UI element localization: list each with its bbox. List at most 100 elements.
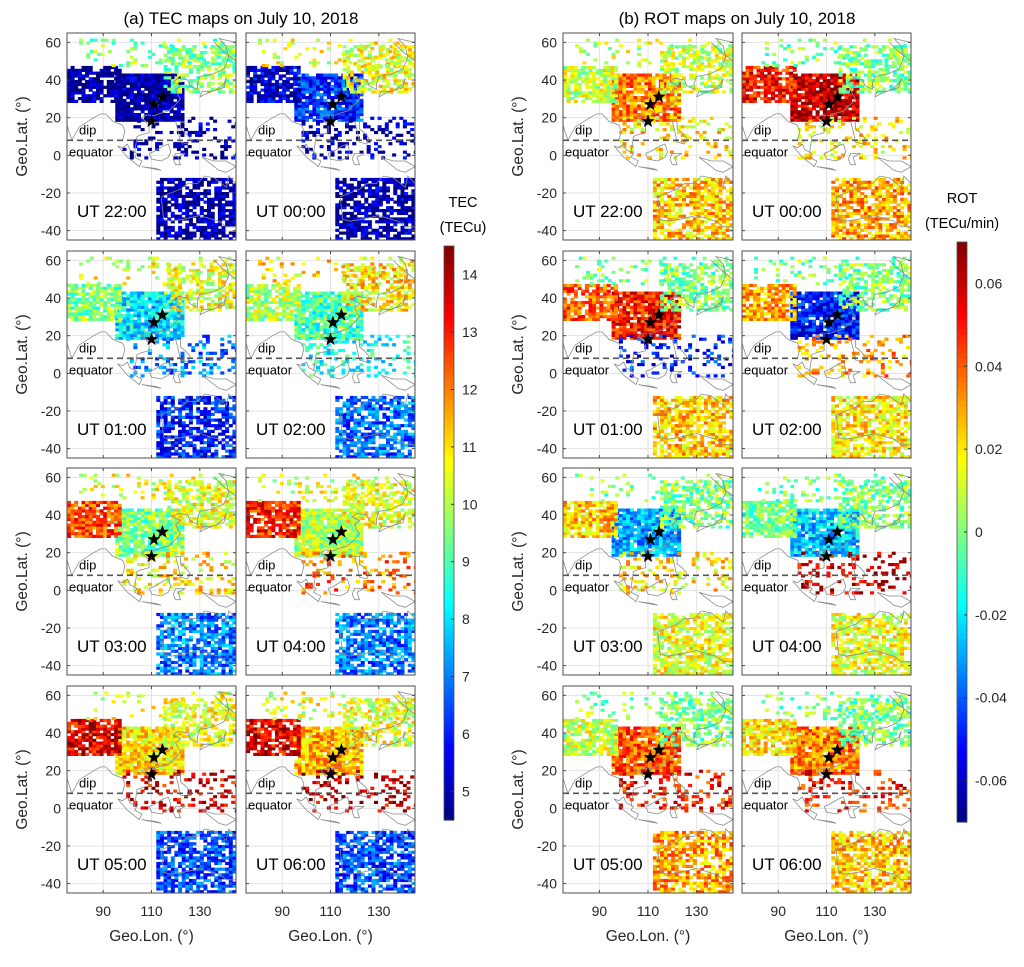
data-cell	[349, 297, 354, 301]
data-cell	[371, 283, 376, 287]
data-cell	[367, 186, 372, 190]
data-cell	[129, 322, 134, 326]
data-cell	[282, 68, 287, 72]
data-cell	[85, 283, 90, 288]
data-cell	[137, 84, 141, 88]
data-cell	[364, 211, 369, 215]
data-cell	[407, 228, 412, 232]
data-cell	[301, 79, 306, 83]
data-cell	[181, 76, 186, 80]
coastline	[246, 331, 305, 360]
data-cell	[386, 449, 390, 453]
data-cell	[184, 153, 189, 157]
data-cell	[70, 74, 75, 78]
data-cell	[267, 85, 272, 89]
data-cell	[316, 273, 320, 277]
data-cell	[122, 319, 127, 323]
data-cell	[170, 225, 175, 230]
data-cell	[393, 81, 398, 86]
data-cell	[371, 395, 376, 400]
data-cell	[199, 435, 204, 439]
data-cell	[176, 305, 181, 309]
data-cell	[156, 180, 161, 184]
data-cell	[353, 228, 358, 232]
data-cell	[147, 294, 152, 298]
data-cell	[348, 150, 353, 154]
data-cell	[308, 291, 313, 295]
data-cell	[198, 122, 203, 126]
data-cell	[140, 553, 145, 557]
data-cell	[81, 99, 86, 103]
data-cell	[308, 311, 313, 315]
data-cell	[178, 401, 183, 405]
data-cell	[319, 371, 324, 375]
data-cell	[334, 305, 339, 309]
data-cell	[404, 90, 409, 94]
data-cell	[264, 292, 269, 296]
data-cell	[355, 322, 360, 326]
data-cell	[173, 322, 178, 326]
data-cell	[185, 401, 190, 405]
data-cell	[92, 292, 97, 296]
data-cell	[349, 234, 354, 238]
data-cell	[400, 203, 405, 207]
data-cell	[129, 308, 134, 312]
data-cell	[106, 298, 111, 302]
data-cell	[173, 325, 178, 329]
data-cell	[231, 357, 236, 361]
data-cell	[392, 153, 397, 157]
data-cell	[167, 441, 172, 445]
data-cell	[196, 194, 201, 198]
data-cell	[360, 186, 365, 190]
data-cell	[367, 412, 372, 416]
data-cell	[278, 65, 283, 70]
data-cell	[364, 87, 369, 91]
data-cell	[275, 317, 279, 321]
data-cell	[323, 156, 328, 160]
coastline	[134, 255, 236, 372]
data-cell	[316, 113, 320, 117]
data-cell	[156, 231, 161, 235]
data-cell	[342, 56, 347, 60]
data-cell	[271, 85, 276, 89]
data-cell	[158, 336, 163, 340]
data-cell	[133, 371, 138, 375]
data-cell	[106, 80, 111, 84]
data-cell	[117, 306, 122, 310]
data-cell	[144, 302, 149, 306]
data-cell	[342, 200, 347, 204]
data-cell	[232, 452, 236, 456]
data-cell	[199, 62, 204, 66]
data-cell	[341, 113, 346, 117]
data-cell	[126, 545, 131, 549]
data-cell	[393, 294, 398, 298]
data-cell	[316, 270, 320, 274]
data-cell	[199, 192, 204, 196]
data-cell	[293, 77, 298, 81]
data-cell	[191, 47, 196, 51]
data-cell	[228, 424, 233, 428]
data-cell	[364, 446, 369, 450]
data-cell	[349, 228, 354, 232]
data-cell	[341, 270, 346, 274]
data-cell	[217, 424, 222, 428]
data-cell	[140, 511, 145, 515]
data-cell	[129, 325, 134, 329]
data-cell	[382, 401, 387, 405]
tick-label-y: -40	[41, 223, 61, 239]
data-cell	[357, 206, 362, 210]
data-cell	[345, 156, 349, 160]
data-cell	[393, 452, 398, 456]
data-cell	[308, 79, 313, 83]
data-cell	[185, 297, 190, 301]
data-cell	[400, 189, 405, 193]
data-cell	[163, 452, 168, 456]
data-cell	[185, 53, 190, 57]
data-cell	[203, 220, 208, 224]
data-cell	[349, 53, 354, 57]
data-cell	[133, 73, 138, 77]
data-cell	[202, 346, 207, 350]
data-cell	[364, 79, 369, 83]
data-cell	[275, 289, 279, 293]
data-cell	[393, 302, 398, 306]
